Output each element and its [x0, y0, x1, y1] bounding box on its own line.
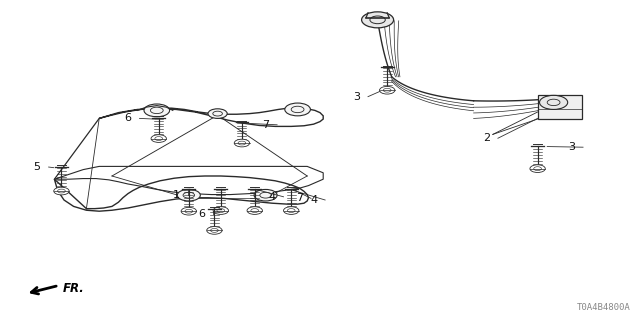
- Text: 1: 1: [173, 190, 179, 200]
- Text: 4: 4: [310, 195, 317, 205]
- Circle shape: [207, 227, 222, 234]
- Text: 6: 6: [198, 209, 205, 220]
- Text: FR.: FR.: [63, 282, 84, 294]
- Circle shape: [208, 109, 227, 118]
- Circle shape: [213, 207, 228, 214]
- Text: 6: 6: [125, 113, 131, 124]
- Text: T0A4B4800A: T0A4B4800A: [577, 303, 630, 312]
- Text: 3: 3: [353, 92, 360, 102]
- Circle shape: [234, 139, 250, 147]
- FancyBboxPatch shape: [538, 95, 582, 119]
- Circle shape: [247, 207, 262, 214]
- Circle shape: [362, 12, 394, 28]
- Circle shape: [530, 165, 545, 172]
- Text: 7: 7: [296, 193, 303, 204]
- Circle shape: [177, 189, 200, 201]
- Circle shape: [284, 207, 299, 214]
- Circle shape: [540, 95, 568, 109]
- Text: 7: 7: [262, 120, 269, 130]
- Circle shape: [181, 207, 196, 215]
- Circle shape: [54, 187, 69, 195]
- Circle shape: [380, 86, 395, 94]
- Text: 3: 3: [568, 142, 575, 152]
- Text: 5: 5: [34, 162, 40, 172]
- Text: 4: 4: [268, 192, 276, 202]
- Circle shape: [151, 135, 166, 142]
- Circle shape: [285, 103, 310, 116]
- Text: 2: 2: [483, 133, 490, 143]
- Circle shape: [254, 189, 277, 201]
- Circle shape: [144, 104, 170, 117]
